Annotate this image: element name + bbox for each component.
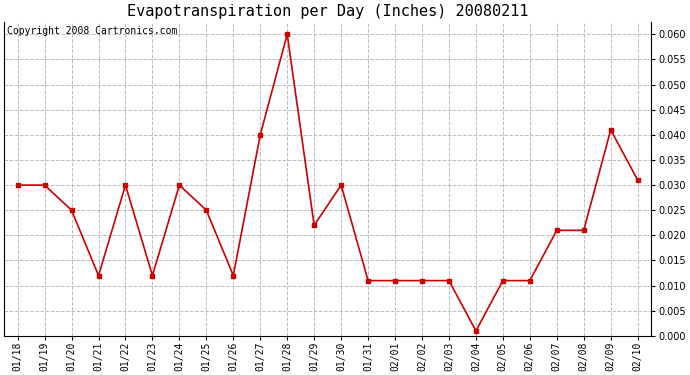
Text: Copyright 2008 Cartronics.com: Copyright 2008 Cartronics.com <box>8 26 178 36</box>
Title: Evapotranspiration per Day (Inches) 20080211: Evapotranspiration per Day (Inches) 2008… <box>127 4 529 19</box>
